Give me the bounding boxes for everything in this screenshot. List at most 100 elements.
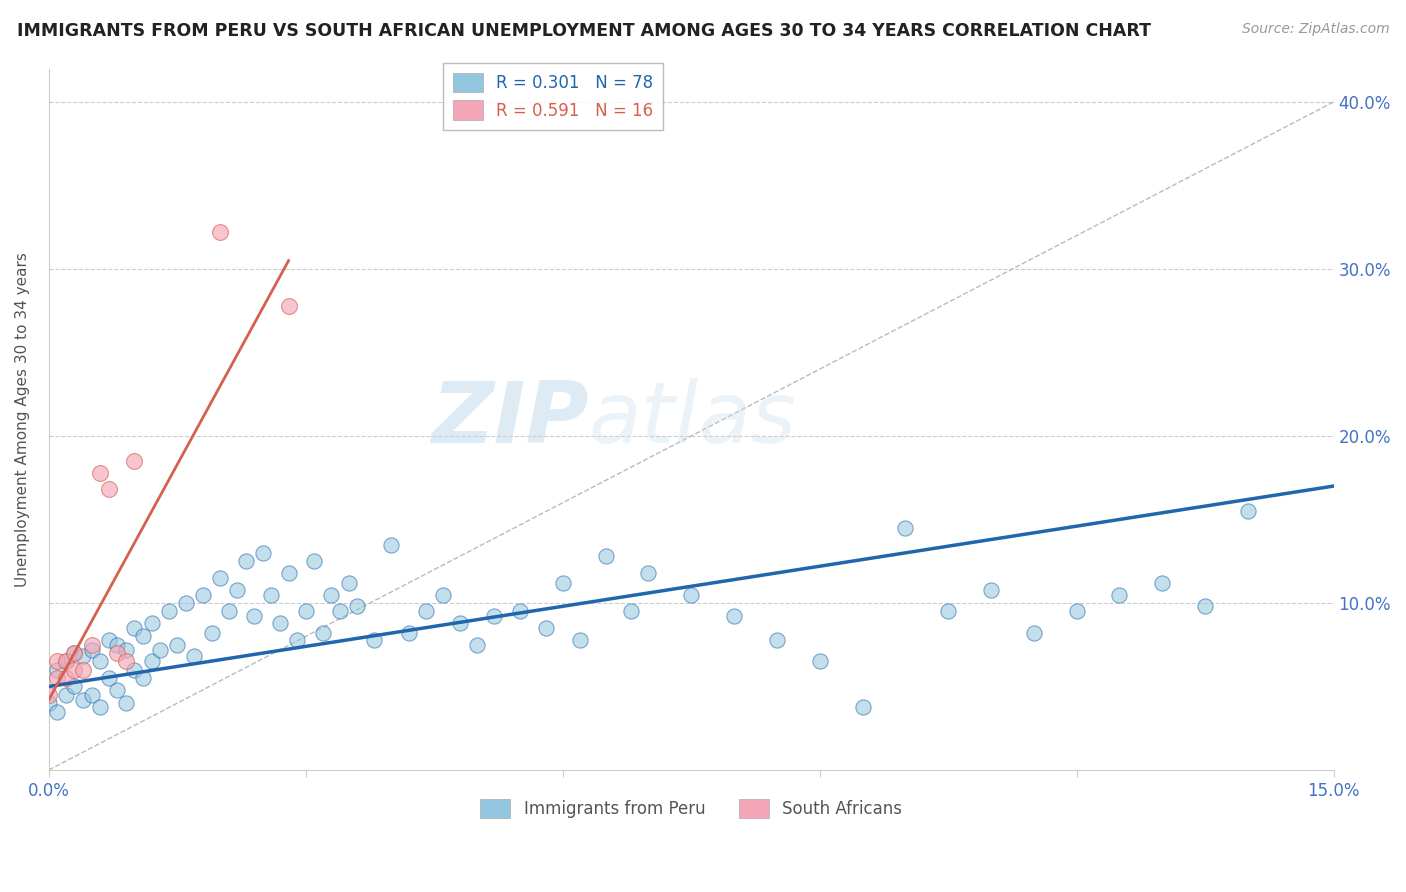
Point: [346, 599, 368, 614]
Point: [620, 604, 643, 618]
Point: [115, 642, 138, 657]
Point: [337, 576, 360, 591]
Point: [132, 671, 155, 685]
Point: [63, 663, 86, 677]
Point: [681, 588, 703, 602]
Point: [166, 638, 188, 652]
Point: [482, 609, 505, 624]
Point: [304, 554, 326, 568]
Point: [55, 655, 77, 669]
Point: [380, 537, 402, 551]
Point: [1066, 604, 1088, 618]
Point: [936, 604, 959, 618]
Point: [149, 642, 172, 657]
Point: [432, 588, 454, 602]
Text: atlas: atlas: [588, 377, 796, 461]
Point: [72, 693, 94, 707]
Point: [398, 626, 420, 640]
Point: [141, 655, 163, 669]
Text: IMMIGRANTS FROM PERU VS SOUTH AFRICAN UNEMPLOYMENT AMONG AGES 30 TO 34 YEARS COR: IMMIGRANTS FROM PERU VS SOUTH AFRICAN UN…: [17, 22, 1152, 40]
Point: [63, 680, 86, 694]
Point: [191, 588, 214, 602]
Point: [80, 642, 103, 657]
Point: [115, 696, 138, 710]
Point: [80, 688, 103, 702]
Point: [55, 671, 77, 685]
Point: [894, 521, 917, 535]
Point: [200, 626, 222, 640]
Point: [269, 615, 291, 630]
Point: [157, 604, 180, 618]
Point: [89, 655, 111, 669]
Point: [808, 655, 831, 669]
Legend: Immigrants from Peru, South Africans: Immigrants from Peru, South Africans: [474, 792, 908, 825]
Point: [277, 566, 299, 580]
Point: [534, 621, 557, 635]
Point: [723, 609, 745, 624]
Point: [46, 663, 69, 677]
Point: [329, 604, 352, 618]
Point: [174, 596, 197, 610]
Point: [218, 604, 240, 618]
Point: [46, 655, 69, 669]
Point: [363, 632, 385, 647]
Point: [1108, 588, 1130, 602]
Point: [124, 454, 146, 468]
Point: [89, 466, 111, 480]
Point: [235, 554, 257, 568]
Point: [46, 705, 69, 719]
Point: [89, 699, 111, 714]
Point: [46, 671, 69, 685]
Point: [105, 682, 128, 697]
Point: [124, 621, 146, 635]
Point: [243, 609, 266, 624]
Point: [551, 576, 574, 591]
Point: [63, 646, 86, 660]
Point: [1237, 504, 1260, 518]
Point: [72, 663, 94, 677]
Point: [55, 655, 77, 669]
Point: [1194, 599, 1216, 614]
Point: [55, 688, 77, 702]
Point: [980, 582, 1002, 597]
Point: [766, 632, 789, 647]
Y-axis label: Unemployment Among Ages 30 to 34 years: Unemployment Among Ages 30 to 34 years: [15, 252, 30, 587]
Point: [38, 688, 60, 702]
Point: [851, 699, 873, 714]
Point: [321, 588, 343, 602]
Point: [209, 225, 232, 239]
Point: [252, 546, 274, 560]
Point: [183, 649, 205, 664]
Point: [260, 588, 283, 602]
Point: [105, 646, 128, 660]
Point: [209, 571, 232, 585]
Point: [97, 671, 120, 685]
Point: [1022, 626, 1045, 640]
Point: [465, 638, 488, 652]
Point: [72, 649, 94, 664]
Text: ZIP: ZIP: [430, 377, 588, 461]
Point: [132, 629, 155, 643]
Point: [1152, 576, 1174, 591]
Point: [115, 655, 138, 669]
Point: [97, 483, 120, 497]
Point: [63, 646, 86, 660]
Point: [449, 615, 471, 630]
Point: [637, 566, 659, 580]
Point: [509, 604, 531, 618]
Point: [38, 696, 60, 710]
Point: [312, 626, 335, 640]
Point: [294, 604, 316, 618]
Point: [124, 663, 146, 677]
Point: [595, 549, 617, 564]
Point: [141, 615, 163, 630]
Point: [226, 582, 249, 597]
Text: Source: ZipAtlas.com: Source: ZipAtlas.com: [1241, 22, 1389, 37]
Point: [285, 632, 308, 647]
Point: [415, 604, 437, 618]
Point: [105, 638, 128, 652]
Point: [80, 638, 103, 652]
Point: [568, 632, 591, 647]
Point: [277, 299, 299, 313]
Point: [97, 632, 120, 647]
